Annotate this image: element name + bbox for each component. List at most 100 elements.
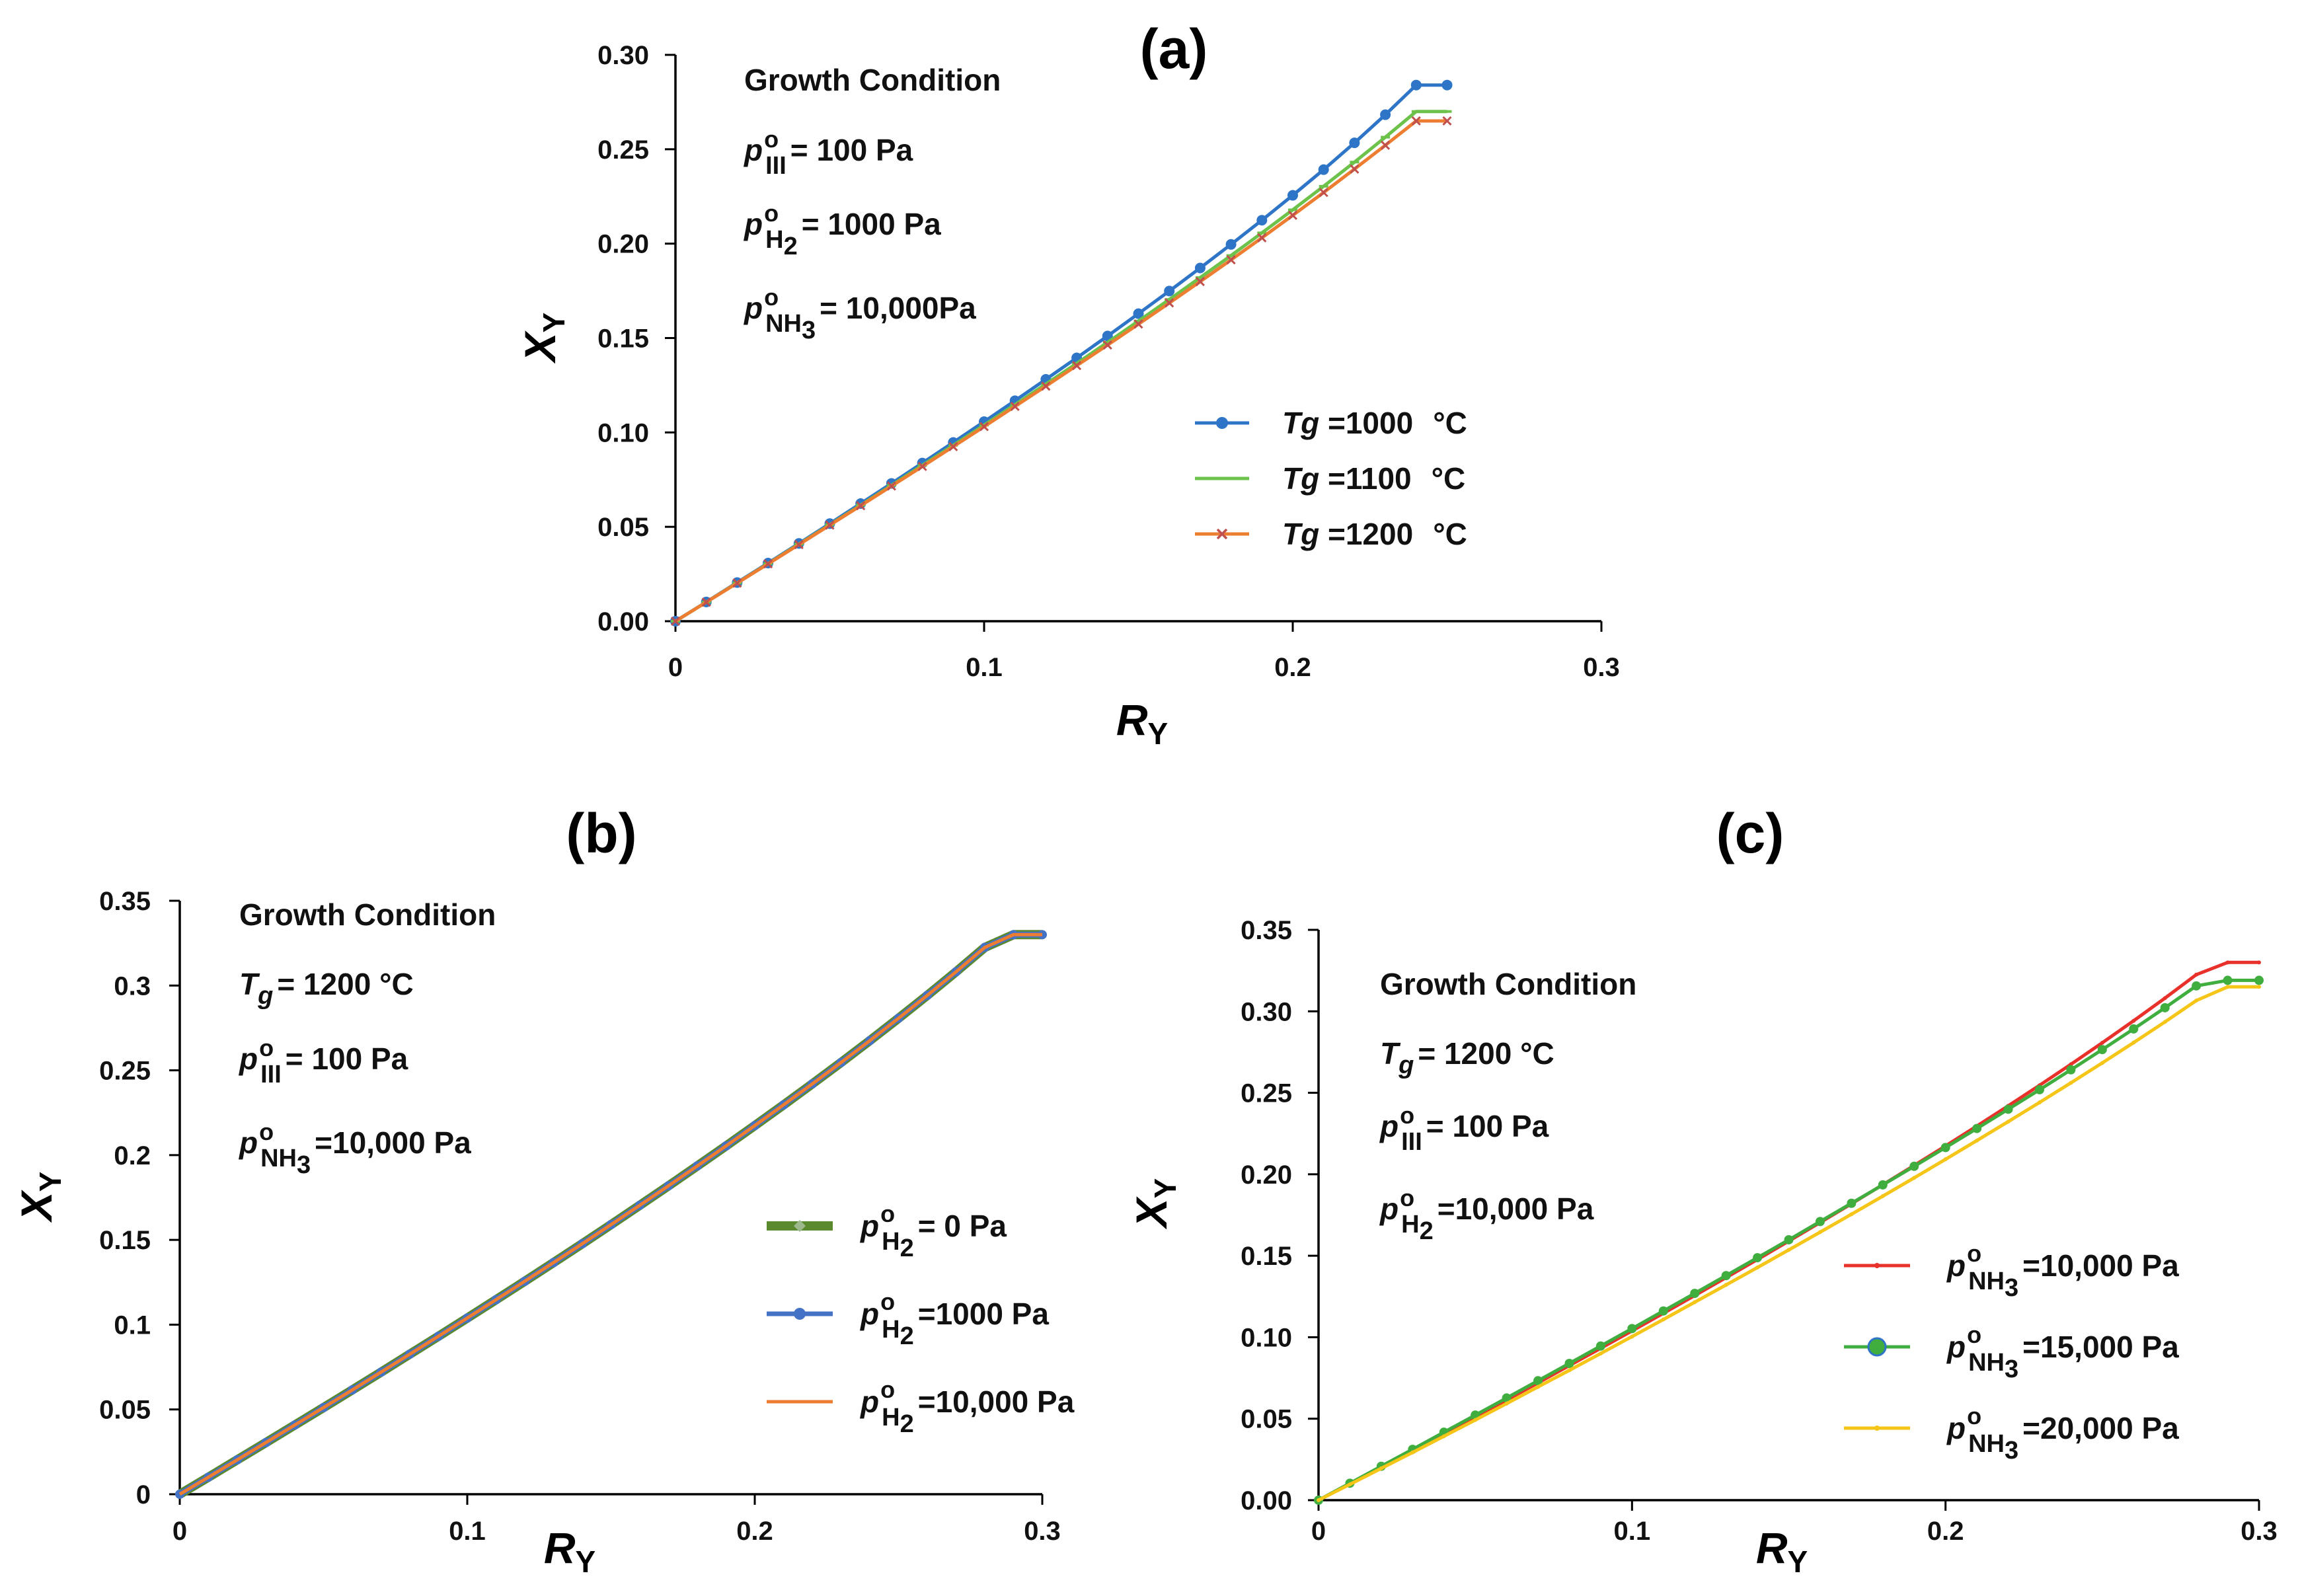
y-tick-label: 0.05 [597, 513, 649, 542]
x-axis-label: RY [1116, 695, 1168, 751]
y-axis-label-main: X [1127, 1196, 1176, 1230]
annotation-symbol: p [238, 1125, 258, 1160]
annotation-sup: o [764, 284, 779, 311]
y-tick-label: 0.15 [597, 324, 649, 354]
annotation-text: = 1000 Pa [802, 207, 941, 241]
data-point-1 [1564, 1359, 1574, 1369]
annotation-sub2: 3 [802, 317, 816, 344]
y-tick-label: 0.2 [114, 1141, 151, 1170]
x-tick-label: 0.2 [1274, 653, 1311, 682]
legend-label-sub2: 2 [900, 1322, 914, 1350]
y-tick-label: 0.25 [1241, 1079, 1292, 1108]
legend-label-text: =20,000 Pa [2022, 1411, 2179, 1445]
data-point-1 [2066, 1065, 2076, 1075]
data-point-2 [1350, 164, 1360, 174]
data-point-0 [1133, 308, 1144, 319]
annotation-text: = 100 Pa [790, 133, 913, 167]
annotation-sub: III [1401, 1128, 1422, 1156]
legend-label-sub: NH [1968, 1430, 2005, 1458]
data-point-1 [1753, 1253, 1763, 1263]
data-point-1 [2223, 975, 2233, 985]
data-point-0 [1318, 164, 1329, 175]
annotation-sub2: 3 [297, 1151, 311, 1179]
y-axis-label: XY [516, 313, 571, 365]
annotation-sub: g [257, 982, 273, 1010]
data-point-1 [1940, 1143, 1950, 1153]
data-point-2 [2225, 985, 2230, 989]
annotation-symbol: p [1379, 1192, 1399, 1226]
legend-label-sub2: 3 [2005, 1274, 2018, 1302]
data-point-1 [1502, 1393, 1512, 1403]
data-point-2 [1317, 1498, 1321, 1502]
data-point-1 [2192, 981, 2202, 991]
annotation-sup: o [1400, 1102, 1414, 1129]
legend-label-sub2: 2 [900, 1410, 914, 1438]
series-line-2 [674, 119, 1447, 623]
data-point-2 [2069, 1081, 2073, 1085]
data-point-0 [1225, 239, 1237, 250]
legend-label: po NH3=15,000 Pa [1946, 1321, 2179, 1383]
annotation-line: po H2=10,000 Pa [1379, 1184, 1594, 1245]
data-point-1 [1533, 1376, 1543, 1386]
data-point-1 [1721, 1271, 1731, 1281]
y-tick-label: 0.05 [99, 1396, 151, 1425]
data-point-0 [2257, 960, 2261, 965]
data-point-2 [1410, 1450, 1415, 1455]
data-point-2 [1442, 116, 1452, 126]
data-point-2 [1010, 401, 1020, 411]
legend-label-unit: °C [1433, 406, 1467, 440]
legend-label-sub: H [882, 1404, 900, 1431]
legend-marker [794, 1308, 806, 1320]
data-point-2 [2131, 1040, 2136, 1045]
y-axis-label-sub: Y [33, 1172, 67, 1192]
y-tick-label: 0.00 [1241, 1486, 1292, 1515]
x-tick-label: 0.3 [2241, 1517, 2278, 1546]
x-tick-label: 0.2 [1927, 1517, 1964, 1546]
data-point-2 [2037, 1100, 2042, 1105]
legend-label: Tg =1000 °C [1282, 406, 1467, 440]
data-point-2 [670, 616, 681, 627]
data-point-1 [1784, 1235, 1794, 1244]
y-tick-label: 0.1 [114, 1311, 151, 1340]
data-point-2 [732, 578, 742, 588]
annotation-line: po III = 100 Pa [1379, 1102, 1549, 1156]
legend-label-sup: o [880, 1200, 895, 1227]
chart-panel-c: (c) 0.00 0.05 0.10 0.15 0.20 0.25 0.30 0.35 0 0.1 0… [1127, 802, 2278, 1579]
annotation-symbol: p [743, 133, 763, 167]
y-tick-label: 0.20 [597, 230, 649, 259]
data-point-2 [1567, 1368, 1572, 1373]
data-point-2 [1195, 277, 1205, 287]
legend-label: po NH3=10,000 Pa [1946, 1240, 2179, 1302]
legend-label-var: Tg [1282, 461, 1319, 496]
data-point-2 [1072, 361, 1082, 371]
x-tick-label: 0.2 [736, 1517, 773, 1546]
data-point-0 [2194, 972, 2199, 977]
data-point-1 [2160, 1003, 2170, 1012]
data-point-0 [2069, 1062, 2073, 1067]
data-point-1 [1627, 1324, 1637, 1334]
x-tick-label: 0 [668, 653, 683, 682]
series-line-2 [178, 932, 1042, 1496]
x-tick-label: 0.1 [449, 1517, 486, 1546]
annotation-symbol: p [743, 207, 763, 241]
data-point-1 [1658, 1306, 1668, 1316]
y-tick-label: 0.25 [99, 1057, 151, 1086]
data-point-0 [1349, 137, 1360, 149]
annotation-sup: o [764, 126, 779, 153]
annotation-sub: H [1401, 1211, 1419, 1238]
legend-label-sub: NH [1968, 1349, 2005, 1377]
legend-marker [794, 1220, 806, 1232]
data-point-2 [979, 422, 989, 432]
x-tick-label: 0 [1311, 1517, 1326, 1546]
data-point-0 [2131, 1018, 2136, 1023]
legend-label-symbol: p [1946, 1248, 1966, 1283]
legend-label-sub2: 3 [2005, 1437, 2018, 1464]
data-point-2 [2194, 999, 2199, 1003]
data-point-1 [1972, 1123, 1982, 1133]
plot-area [1314, 960, 2264, 1505]
data-point-2 [701, 597, 711, 607]
annotation-sup: o [259, 1118, 274, 1145]
y-tick-label: 0.20 [1241, 1160, 1292, 1190]
data-point-2 [1880, 1194, 1885, 1198]
